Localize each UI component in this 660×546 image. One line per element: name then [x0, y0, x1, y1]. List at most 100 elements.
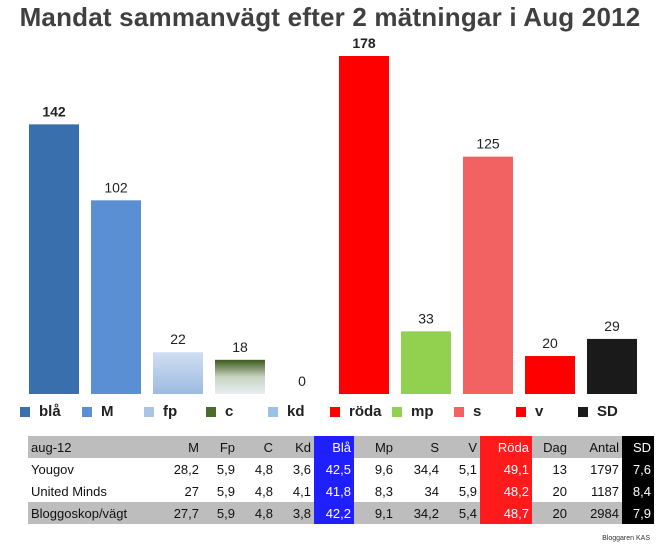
legend-swatch — [206, 406, 216, 417]
legend-swatch — [330, 406, 340, 417]
table-cell: V — [442, 436, 480, 458]
legend-label: s — [473, 403, 482, 420]
bar-röda — [339, 56, 389, 394]
legend-swatch — [516, 406, 526, 417]
legend-item-röda: röda — [330, 403, 382, 420]
table-cell: 5,9 — [202, 502, 238, 524]
table-cell: 4,8 — [238, 502, 276, 524]
data-label-SD: 29 — [604, 318, 620, 334]
bar-fp — [153, 352, 203, 394]
table-cell: M — [154, 436, 202, 458]
legend-item-fp: fp — [144, 403, 177, 420]
table-row: United Minds 27 5,9 4,8 4,1 41,8 8,3 34 5,9 48,2 2… — [28, 480, 654, 502]
legend-label: v — [535, 403, 544, 420]
poll-table: aug-12 M Fp C Kd Blå Mp S V Röda Dag Antal SD Yougov 2… — [28, 436, 654, 524]
legend-label: c — [225, 403, 234, 420]
data-label-kd: 0 — [298, 373, 306, 389]
table-cell: 8,3 — [374, 483, 393, 499]
table-cell: 3,6 — [292, 461, 311, 477]
table-cell: 5,9 — [216, 483, 235, 499]
table-cell: 27,7 — [154, 502, 202, 524]
table-cell: aug-12 — [28, 436, 154, 458]
legend-item-mp: mp — [392, 403, 434, 420]
data-label-s: 125 — [476, 136, 500, 152]
table-cell: Antal — [570, 436, 622, 458]
table-cell: 41,8 — [314, 480, 354, 502]
data-label-c: 18 — [232, 339, 248, 355]
chart-title: Mandat sammanvägt efter 2 mätningar i Au… — [19, 2, 641, 32]
legend-label: kd — [287, 403, 305, 420]
legend-label: fp — [163, 403, 178, 420]
table-cell: Blå — [314, 436, 354, 458]
legend-label: blå — [39, 403, 61, 420]
data-label-röda: 178 — [352, 35, 376, 51]
bar-SD — [587, 338, 637, 394]
bar-chart: 142 102 22 18 0 178 33 125 20 29 — [29, 35, 637, 394]
legend-label: röda — [349, 403, 382, 420]
legend-swatch — [454, 406, 464, 417]
table-cell: 48,2 — [480, 480, 532, 502]
legend-item-v: v — [516, 403, 543, 420]
table-cell: 7,9 — [622, 502, 654, 524]
table-cell: SD — [622, 436, 654, 458]
legend-swatch — [392, 406, 402, 417]
table-cell: 27 — [184, 483, 199, 499]
bar-v — [525, 356, 575, 394]
table-cell: 5,9 — [216, 461, 235, 477]
data-label-M: 102 — [104, 179, 128, 195]
table-cell: Kd — [276, 436, 314, 458]
table-cell: 34,2 — [396, 502, 442, 524]
legend-item-c: c — [206, 403, 233, 420]
table-cell: 7,6 — [622, 458, 654, 480]
legend-swatch — [82, 406, 92, 417]
bar-s — [463, 156, 513, 394]
legend-swatch — [20, 406, 30, 417]
table-cell: 3,8 — [276, 502, 314, 524]
legend-swatch — [578, 406, 588, 417]
table-cell: 42,5 — [314, 458, 354, 480]
legend-item-M: M — [82, 403, 114, 420]
table-cell: 8,4 — [622, 480, 654, 502]
table-cell: Yougov — [31, 461, 74, 477]
table-cell: 1797 — [590, 461, 619, 477]
bar-c — [215, 359, 265, 394]
table-cell: C — [238, 436, 276, 458]
table-cell: 9,6 — [374, 461, 393, 477]
data-label-v: 20 — [542, 335, 558, 351]
table-cell: Röda — [480, 436, 532, 458]
table-cell: S — [396, 436, 442, 458]
table-cell: 5,1 — [458, 461, 477, 477]
table-cell: 9,1 — [354, 502, 396, 524]
table-cell: 48,7 — [480, 502, 532, 524]
table-cell: Dag — [532, 436, 570, 458]
legend-item-kd: kd — [268, 403, 305, 420]
table-cell: 34 — [424, 483, 439, 499]
table-cell: 34,4 — [413, 461, 439, 477]
legend-item-blå: blå — [20, 403, 61, 420]
bar-M — [91, 200, 141, 394]
table-cell: 42,2 — [314, 502, 354, 524]
table-cell: 20 — [532, 502, 570, 524]
legend-label: SD — [597, 403, 618, 420]
table-cell: 1187 — [591, 483, 619, 499]
credit-text: Bloggaren KAS — [602, 535, 650, 542]
table-cell: 20 — [552, 483, 567, 499]
table-row: Yougov 28,2 5,9 4,8 3,6 42,5 9,6 34,4 5,1 49,1 13 1… — [28, 458, 654, 480]
table-cell: Fp — [202, 436, 238, 458]
data-label-blå: 142 — [42, 103, 66, 119]
bar-blå — [29, 124, 79, 394]
table-row: Bloggoskop/vägt 27,7 5,9 4,8 3,8 42,2 9,1 34,2 5… — [28, 502, 654, 524]
legend-swatch — [268, 406, 278, 417]
table-cell: 5,9 — [458, 483, 477, 499]
bar-mp — [401, 331, 451, 394]
table-header-row: aug-12 M Fp C Kd Blå Mp S V Röda Dag Antal SD — [28, 436, 654, 458]
table-cell: 49,1 — [480, 458, 532, 480]
legend-label: mp — [411, 403, 434, 420]
table-cell: Mp — [354, 436, 396, 458]
table-cell: 28,2 — [173, 461, 199, 477]
table-cell: 2984 — [570, 502, 622, 524]
legend-swatch — [144, 406, 154, 417]
table-cell: 5,4 — [442, 502, 480, 524]
table-cell: 4,8 — [254, 483, 273, 499]
